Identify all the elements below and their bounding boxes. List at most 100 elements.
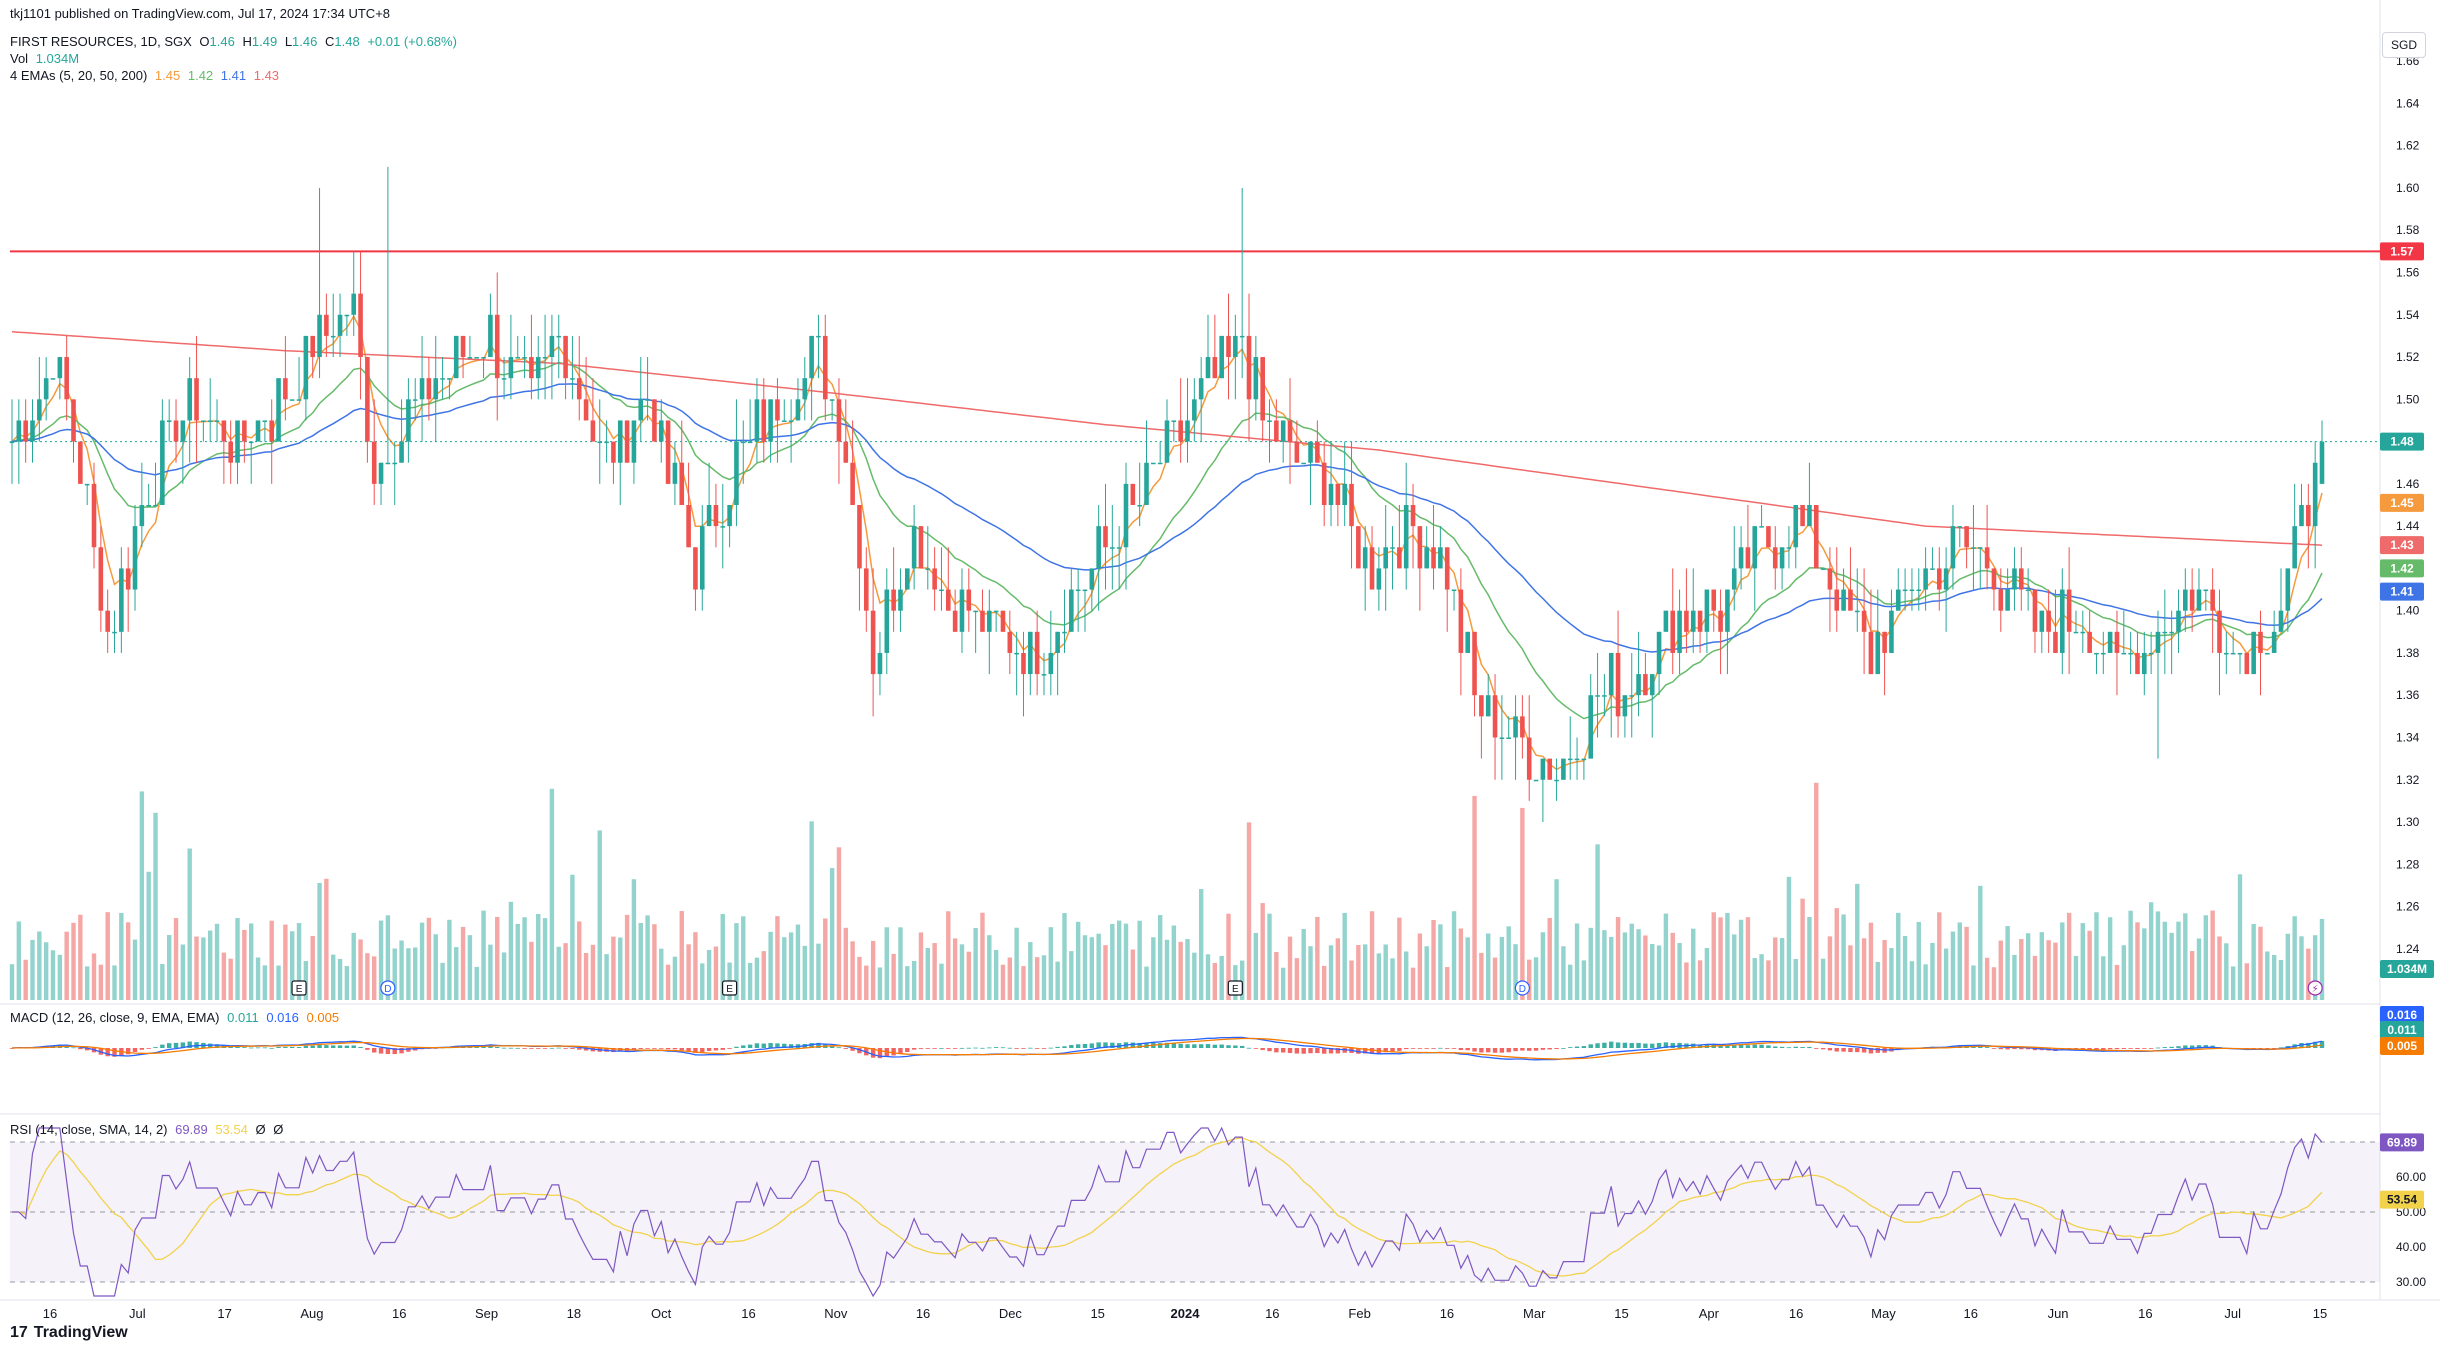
candle-body	[2237, 652, 2243, 655]
volume-bar	[1328, 945, 1334, 1000]
candle-body	[2271, 631, 2277, 653]
volume-bar	[2189, 951, 2195, 1000]
volume-bar	[1882, 940, 1887, 1000]
candle-body	[419, 378, 425, 400]
ema50-value: 1.41	[220, 68, 247, 83]
price-axis[interactable]: 1.661.641.621.601.581.561.541.521.501.48…	[2396, 54, 2426, 1289]
volume-bar	[1383, 944, 1388, 1000]
candle-body	[679, 462, 685, 505]
macd-histogram-bar	[1718, 1045, 1723, 1048]
ema-legend[interactable]: 4 EMAs (5, 20, 50, 200) 1.45 1.42 1.41 1…	[10, 68, 283, 83]
macd-histogram-bar	[1445, 1048, 1450, 1049]
volume-bar	[1301, 929, 1306, 1000]
volume-bar	[2183, 913, 2188, 1000]
macd-histogram-bar	[679, 1048, 684, 1051]
volume-bar	[1779, 938, 1785, 1000]
candle-body	[713, 505, 719, 527]
volume-bar	[317, 882, 322, 1000]
volume-price-label: 1.034M	[2387, 962, 2427, 976]
candle-body	[2046, 610, 2051, 632]
macd-histogram-bar	[1233, 1045, 1238, 1048]
volume-bar	[501, 952, 507, 1000]
candle-body	[1690, 610, 1696, 632]
rsi-value-label: 69.89	[2387, 1135, 2417, 1149]
macd-legend[interactable]: MACD (12, 26, close, 9, EMA, EMA) 0.011 …	[10, 1010, 343, 1025]
macd-histogram-bar	[1513, 1048, 1518, 1052]
macd-histogram-bar	[269, 1047, 274, 1049]
candle-body	[2005, 589, 2010, 611]
candle-body	[925, 568, 931, 570]
macd-histogram-bar	[665, 1048, 671, 1050]
candle-body	[1964, 526, 1969, 548]
dividend-marker	[1514, 980, 1530, 996]
volume-bar	[2258, 926, 2263, 1000]
volume-bar	[1991, 967, 1997, 1000]
candle-body	[1513, 716, 1518, 738]
macd-histogram-bar	[1041, 1048, 1047, 1049]
macd-histogram-bar	[693, 1048, 698, 1053]
volume-bar	[1315, 916, 1320, 1000]
volume-bar	[2224, 943, 2229, 1000]
price-tick: 1.30	[2396, 815, 2420, 829]
macd-histogram-bar	[1294, 1048, 1300, 1054]
candle-body	[283, 378, 288, 400]
volume-bar	[1984, 957, 1990, 1000]
candle-body	[1041, 674, 1047, 676]
volume-bar	[624, 914, 630, 1000]
macd-histogram-bar	[727, 1048, 732, 1049]
volume-bar	[857, 956, 862, 1000]
macd-histogram-bar	[1786, 1047, 1792, 1049]
volume-bar	[2094, 912, 2099, 1000]
macd-histogram-bar	[365, 1048, 370, 1050]
ema200-price-label: 1.43	[2390, 538, 2414, 552]
volume-bar	[351, 932, 356, 1000]
candle-body	[1848, 589, 1853, 611]
candle-body	[91, 483, 97, 548]
volume-bar	[1342, 912, 1347, 1000]
volume-bar	[1349, 960, 1354, 1000]
time-axis[interactable]: 16 Jul 17 Aug 16 Sep 18 Oct 16 Nov 16 Dec 15 2024 16 Fe…	[43, 1306, 2327, 1321]
volume-bar	[1034, 957, 1040, 1000]
volume-bar	[57, 954, 63, 1000]
candle-body	[2299, 505, 2304, 527]
candle-body	[1342, 483, 1347, 505]
volume-bar	[2306, 948, 2311, 1000]
volume-bar	[1732, 934, 1737, 1000]
macd-histogram-bar	[959, 1047, 965, 1049]
candle-body	[1410, 505, 1416, 527]
volume-bar	[119, 912, 124, 1000]
macd-histogram-bar	[713, 1048, 719, 1051]
candle-body	[515, 357, 521, 359]
candle-body	[843, 441, 849, 463]
high-label: H	[242, 34, 252, 49]
symbol-legend[interactable]: FIRST RESOURCES, 1D, SGX O1.46 H1.49 L1.…	[10, 34, 461, 49]
macd-histogram-bar	[317, 1044, 322, 1048]
volume-bar	[392, 948, 397, 1000]
candle-body	[2107, 631, 2113, 653]
volume-bar	[1957, 922, 1962, 1000]
volume-bar	[1814, 782, 1819, 1000]
macd-histogram-bar	[2162, 1047, 2168, 1048]
macd-histogram-bar	[1533, 1048, 1539, 1051]
candle-body	[2265, 652, 2270, 655]
volume-bar	[1274, 952, 1279, 1000]
candle-body	[1574, 758, 1580, 761]
candle-body	[1267, 420, 1272, 422]
volume-bar	[426, 917, 432, 1000]
rsi-legend[interactable]: RSI (14, close, SMA, 14, 2) 69.89 53.54 …	[10, 1122, 287, 1137]
candle-body	[9, 441, 15, 444]
candle-body	[788, 420, 794, 422]
event-markers[interactable]: E D E E D ⚡	[291, 980, 2323, 996]
volume-bar	[1752, 958, 1757, 1000]
volume-bar	[2128, 910, 2133, 1000]
macd-histogram-bar	[9, 1048, 15, 1049]
volume-bar	[1971, 965, 1976, 1000]
candle-body	[296, 399, 302, 401]
currency-button[interactable]: SGD	[2382, 32, 2426, 58]
macd-label: MACD (12, 26, close, 9, EMA, EMA)	[10, 1010, 220, 1025]
candle-body	[604, 441, 609, 444]
volume-legend[interactable]: Vol 1.034M	[10, 51, 83, 66]
volume-bar	[2107, 917, 2113, 1000]
volume-bar	[358, 939, 363, 1000]
